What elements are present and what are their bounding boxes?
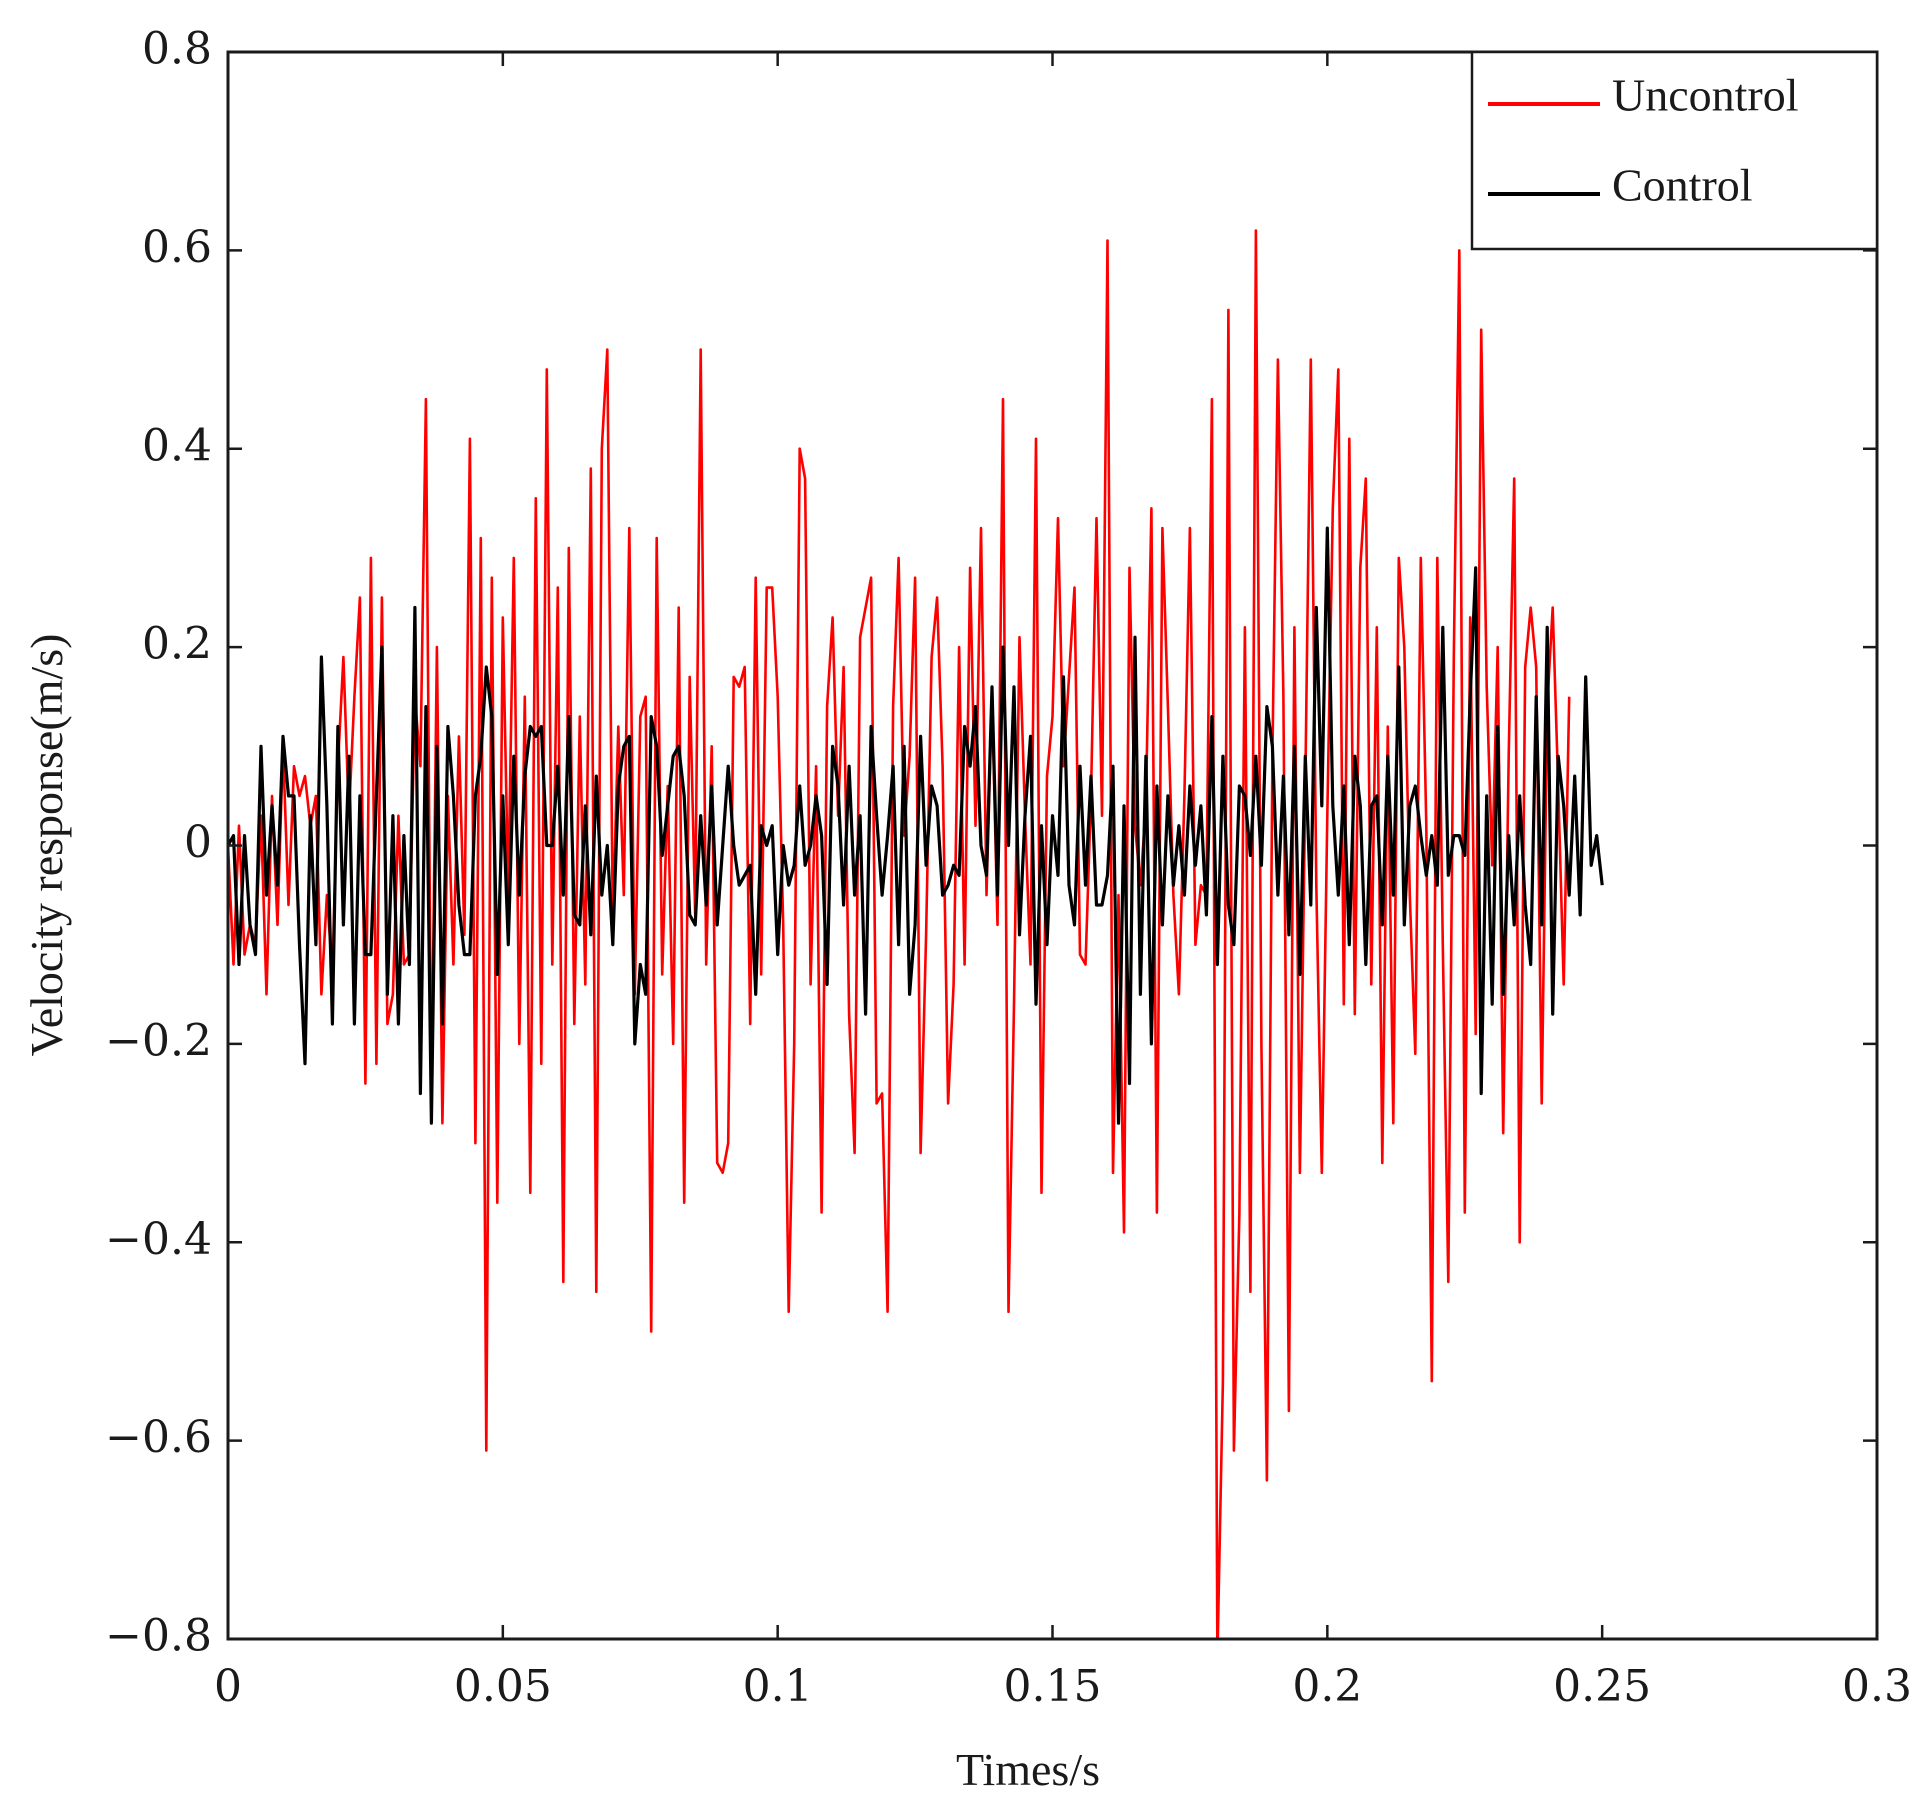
legend-label-uncontrol: Uncontrol bbox=[1612, 70, 1799, 121]
x-tick-label: 0.2 bbox=[1292, 1661, 1362, 1712]
x-axis-ticks: 0 0.05 0.1 0.15 0.2 0.25 0.3 bbox=[214, 52, 1912, 1712]
series-line-control bbox=[228, 526, 1604, 1125]
x-tick-label: 0.3 bbox=[1842, 1661, 1912, 1712]
y-tick-label: 0.2 bbox=[142, 619, 212, 670]
x-tick-label: 0.15 bbox=[1004, 1661, 1102, 1712]
x-axis-label: Times/s bbox=[956, 1744, 1100, 1795]
x-tick-label: 0.05 bbox=[454, 1661, 552, 1712]
x-tick-label: 0.1 bbox=[743, 1661, 813, 1712]
y-tick-label: 0 bbox=[184, 817, 212, 868]
legend-label-control: Control bbox=[1612, 160, 1753, 211]
y-axis-ticks: −0.8 −0.6 −0.4 −0.2 0 0.2 0.4 0.6 0.8 bbox=[105, 24, 1877, 1662]
y-tick-label: −0.4 bbox=[105, 1214, 212, 1265]
legend: Uncontrol Control bbox=[1470, 50, 1879, 251]
y-tick-label: −0.8 bbox=[105, 1611, 212, 1662]
x-tick-label: 0.25 bbox=[1553, 1661, 1651, 1712]
legend-box bbox=[1470, 50, 1879, 251]
series-layer bbox=[228, 229, 1604, 1639]
y-tick-label: 0.6 bbox=[142, 222, 212, 273]
y-axis-label: Velocity response(m/s) bbox=[21, 634, 72, 1057]
y-tick-label: 0.4 bbox=[142, 420, 212, 471]
y-tick-label: −0.2 bbox=[105, 1015, 212, 1066]
y-tick-label: 0.8 bbox=[142, 24, 212, 75]
x-tick-label: 0 bbox=[214, 1661, 242, 1712]
y-tick-label: −0.6 bbox=[105, 1412, 212, 1463]
